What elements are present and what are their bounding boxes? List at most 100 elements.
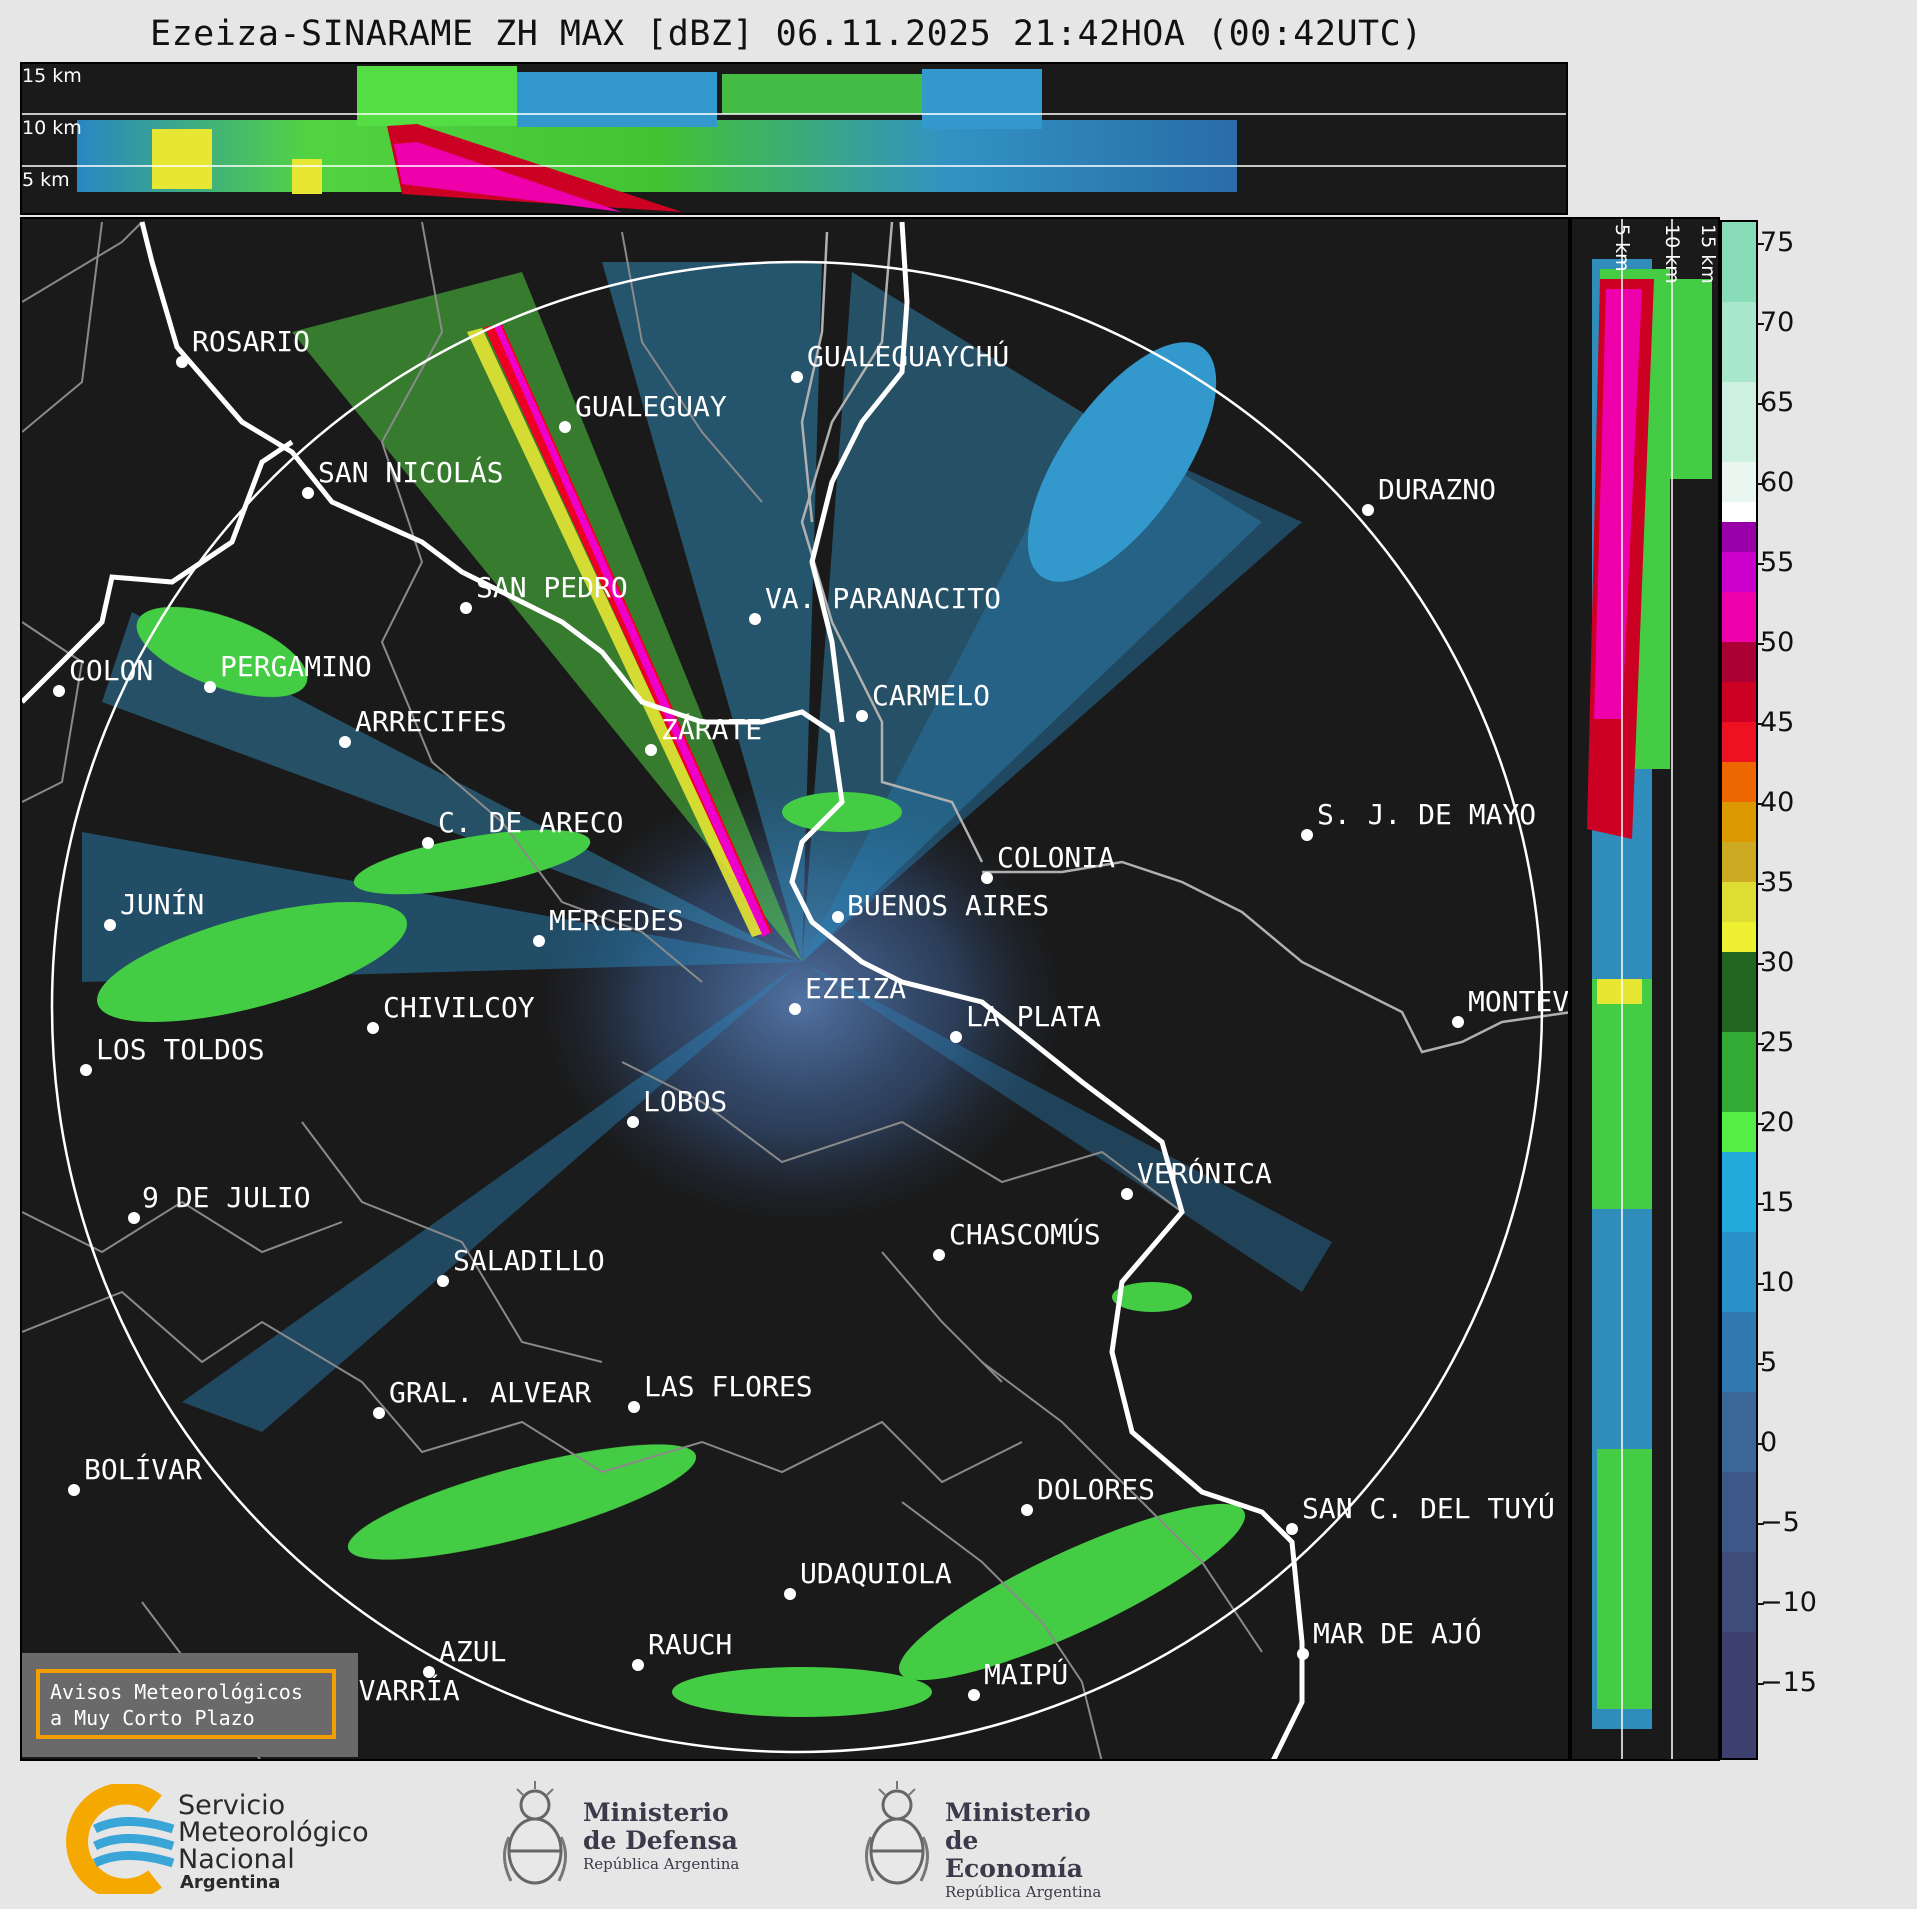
- city-dot: [422, 837, 434, 849]
- colorbar-tick: 45: [1755, 707, 1795, 738]
- side-cross-section-plot: 5 km 10 km 15 km: [1587, 219, 1718, 1759]
- coat-of-arms-icon: [503, 1781, 567, 1885]
- city-label: MAR DE AJÓ: [1313, 1616, 1482, 1650]
- smn-line-1: Servicio: [178, 1790, 286, 1821]
- city-label: PERGAMINO: [220, 650, 372, 683]
- city-label: CARMELO: [872, 679, 990, 712]
- city-label: SALADILLO: [453, 1244, 605, 1277]
- city-dot: [1121, 1188, 1133, 1200]
- colorbar-tick: 70: [1755, 307, 1795, 338]
- city-dot: [645, 744, 657, 756]
- echo-yellow: [1597, 979, 1642, 1004]
- city-label: C. DE ARECO: [438, 806, 623, 839]
- city-label: GRAL. ALVEAR: [389, 1376, 591, 1409]
- echo-spike-edge: [467, 328, 762, 937]
- city-dot: [437, 1275, 449, 1287]
- city-dot: [533, 935, 545, 947]
- city-dot: [80, 1064, 92, 1076]
- city-label: GUALEGUAY: [575, 390, 727, 423]
- height-label-15km: 15 km: [22, 65, 82, 87]
- echo-cells: [97, 342, 1246, 1717]
- city-label: VA. PARANACITO: [765, 582, 1001, 615]
- city-label: AZUL: [439, 1635, 506, 1668]
- colorbar-scale: [1722, 222, 1756, 1758]
- defensa-logo: Ministerio de Defensa República Argentin…: [495, 1777, 755, 1897]
- city-label: LAS FLORES: [644, 1370, 813, 1403]
- city-dot: [373, 1407, 385, 1419]
- city-dot: [367, 1022, 379, 1034]
- city-dot: [559, 421, 571, 433]
- city-dot: [460, 602, 472, 614]
- city-dot: [933, 1249, 945, 1261]
- city-dot: [968, 1689, 980, 1701]
- city-dot: [784, 1588, 796, 1600]
- economia-logo: Ministerio de Economía República Argenti…: [857, 1777, 1117, 1901]
- city-label: BUENOS AIRES: [847, 889, 1049, 922]
- city-dot: [1286, 1523, 1298, 1535]
- city-label: LOS TOLDOS: [96, 1033, 265, 1066]
- colorbar-tick: 10: [1755, 1267, 1795, 1298]
- defensa-line-1: Ministerio: [583, 1798, 729, 1827]
- warning-label: Avisos Meteorológicos a Muy Corto Plazo: [36, 1669, 336, 1739]
- city-label: DOLORES: [1037, 1473, 1155, 1506]
- city-markers: ROSARIO GUALEGUAYCHÚ GUALEGUAY SAN NICOL…: [53, 325, 1568, 1717]
- colorbar-tick: 40: [1755, 787, 1795, 818]
- colorbar-tick: 20: [1755, 1107, 1795, 1138]
- city-dot: [791, 371, 803, 383]
- city-dot: [749, 613, 761, 625]
- city-label: GUALEGUAYCHÚ: [807, 339, 1009, 373]
- warning-button[interactable]: Avisos Meteorológicos a Muy Corto Plazo: [22, 1653, 358, 1757]
- core-echo: [1594, 289, 1642, 719]
- city-dot: [128, 1212, 140, 1224]
- colorbar-tick: 65: [1755, 387, 1795, 418]
- height-label-10km: 10 km: [1661, 224, 1683, 284]
- colorbar-tick: 30: [1755, 947, 1795, 978]
- city-dot: [627, 1116, 639, 1128]
- smn-line-4: Argentina: [180, 1872, 281, 1893]
- city-label: SAN C. DEL TUYÚ: [1302, 1491, 1555, 1525]
- coastline-west: [22, 439, 294, 704]
- city-dot: [1301, 829, 1313, 841]
- city-label: JUNÍN: [120, 887, 204, 921]
- city-dot: [1297, 1648, 1309, 1660]
- city-label: SAN NICOLÁS: [318, 455, 503, 489]
- city-dot: [339, 736, 351, 748]
- colorbar-tick: 60: [1755, 467, 1795, 498]
- echo-green: [1652, 279, 1712, 479]
- city-dot: [423, 1666, 435, 1678]
- top-cross-section-plot: 15 km 10 km 5 km: [22, 65, 1566, 212]
- city-label: ZÁRATE: [661, 712, 762, 746]
- echo-yellow: [292, 159, 322, 194]
- city-label: ROSARIO: [192, 325, 310, 358]
- range-ring: [50, 260, 1544, 1754]
- city-dot: [628, 1401, 640, 1413]
- echo-yellow: [152, 129, 212, 189]
- smn-icon: [66, 1784, 175, 1894]
- city-label: EZEIZA: [805, 972, 906, 1005]
- city-label: DURAZNO: [1378, 473, 1496, 506]
- city-label: SAN PEDRO: [476, 571, 628, 604]
- city-dot: [632, 1659, 644, 1671]
- economia-line-1: Ministerio: [945, 1798, 1091, 1827]
- colorbar-tick: −5: [1756, 1507, 1800, 1538]
- city-label: COLONIA: [997, 841, 1115, 874]
- smn-line-2: Meteorológico: [178, 1817, 369, 1848]
- strong-echo-spike-core: [494, 324, 770, 937]
- height-label-10km: 10 km: [22, 117, 82, 139]
- colorbar-tick: 0: [1755, 1427, 1778, 1458]
- warning-line-2: a Muy Corto Plazo: [50, 1706, 255, 1730]
- colorbar-tick: 50: [1755, 627, 1795, 658]
- echo-top: [517, 72, 717, 127]
- city-label: COLON: [69, 654, 153, 687]
- city-label: LOBOS: [643, 1085, 727, 1118]
- echo-top: [357, 66, 517, 126]
- city-dot: [53, 685, 65, 697]
- ground-clutter: [542, 782, 1062, 1222]
- city-label: RAUCH: [648, 1628, 732, 1661]
- core-echo: [394, 142, 622, 212]
- city-dot: [302, 487, 314, 499]
- city-dot: [176, 356, 188, 368]
- city-label: VERÓNICA: [1137, 1156, 1272, 1190]
- radar-map: ROSARIO GUALEGUAYCHÚ GUALEGUAY SAN NICOL…: [22, 221, 1568, 1759]
- city-dot: [950, 1031, 962, 1043]
